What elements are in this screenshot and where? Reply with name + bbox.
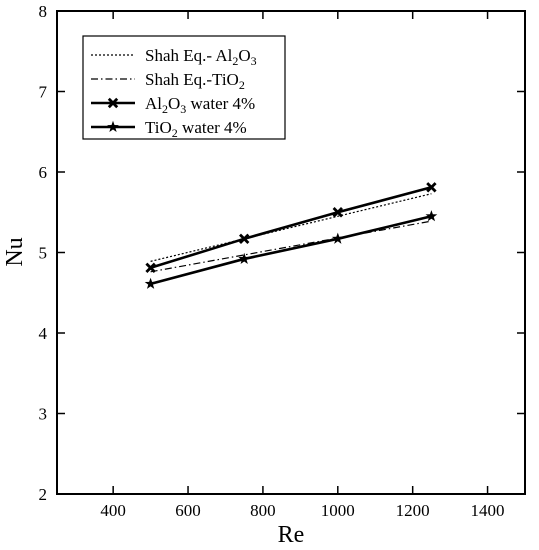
series-line-1 [150, 193, 432, 262]
y-tick-label: 5 [39, 244, 48, 263]
legend-box [82, 35, 286, 140]
x-tick-label: 400 [100, 501, 126, 520]
x-tick-label: 1400 [471, 501, 505, 520]
series-line-2 [150, 220, 432, 273]
legend-label-1: Shah Eq.- Al2O3 [145, 46, 257, 68]
y-tick-label: 3 [39, 405, 48, 424]
data-point-4 [331, 232, 344, 244]
x-tick-label: 1000 [321, 501, 355, 520]
data-point-4 [144, 277, 157, 289]
y-tick-label: 6 [39, 163, 48, 182]
legend-marker-4 [107, 120, 119, 133]
series-line-4 [150, 215, 432, 286]
data-point-3 [145, 262, 156, 273]
series-layer [144, 182, 438, 289]
y-axis-ticks: 2 3 4 5 6 7 8 [39, 2, 525, 504]
data-point-3 [239, 233, 250, 245]
legend-marker-3 [107, 97, 119, 109]
data-point-3 [426, 182, 437, 193]
series-line-3 [150, 186, 432, 270]
legend-label-3: Al2O3 water 4% [145, 94, 255, 116]
y-tick-label: 2 [39, 485, 48, 504]
x-tick-label: 800 [250, 501, 276, 520]
y-tick-label: 4 [39, 324, 48, 343]
x-axis-title: Re [278, 522, 305, 548]
data-point-3 [332, 207, 343, 218]
data-point-4 [425, 210, 438, 222]
x-tick-label: 1200 [396, 501, 430, 520]
legend-label-4: TiO2 water 4% [145, 118, 247, 140]
data-point-4 [238, 252, 251, 264]
y-tick-label: 7 [39, 83, 48, 102]
x-axis-ticks: 400 600 800 1000 1200 1400 [100, 11, 505, 520]
y-tick-label: 8 [39, 2, 48, 21]
y-axis-title: Nu [2, 237, 28, 266]
x-tick-label: 600 [175, 501, 201, 520]
legend-label-2: Shah Eq.-TiO2 [145, 70, 245, 92]
